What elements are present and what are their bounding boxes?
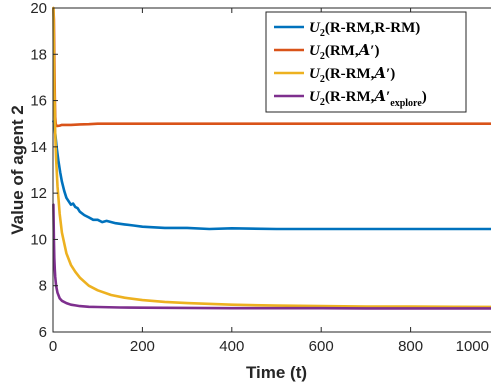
axes-layer	[52, 7, 491, 333]
series-layer	[52, 6, 491, 310]
legend-label-3: U2(R-RM,A′)	[309, 64, 395, 85]
x-tick-label: 0	[49, 338, 57, 355]
x-tick-label: 1000	[456, 338, 489, 355]
axes-box	[52, 7, 491, 333]
x-tick-label: 800	[398, 338, 423, 355]
y-tick-label: 16	[30, 93, 47, 110]
series-line-4	[52, 203, 491, 310]
x-tick-label: 600	[309, 338, 334, 355]
y-tick-label: 18	[30, 46, 47, 63]
y-tick-label: 6	[39, 324, 47, 341]
y-tick-label: 14	[30, 139, 47, 156]
y-tick-label: 8	[39, 278, 47, 295]
legend-label-1: U2(R-RM,R-RM)	[309, 20, 420, 39]
y-tick-label: 12	[30, 185, 47, 202]
x-tick-label: 200	[130, 338, 155, 355]
series-line-3	[52, 6, 491, 309]
legend-label-2: U2(RM,A′)	[309, 41, 379, 62]
x-tick-label: 400	[219, 338, 244, 355]
y-tick-label: 10	[30, 231, 47, 248]
series-line-1	[52, 120, 491, 231]
x-axis-title: Time (t)	[246, 363, 307, 382]
y-tick-label: 20	[30, 0, 47, 17]
legend: U2(R-RM,R-RM) U2(RM,A′)U2(R-RM,A′)U2(R-RM…	[265, 11, 467, 113]
legend-label-4: U2(R-RM,A′explore)	[309, 87, 427, 109]
y-axis-title: Value of agent 2	[8, 105, 27, 234]
tick-label-layer: 0 200 400 600 800 1000 6 8 10 12 14 16 18 20	[30, 0, 489, 355]
